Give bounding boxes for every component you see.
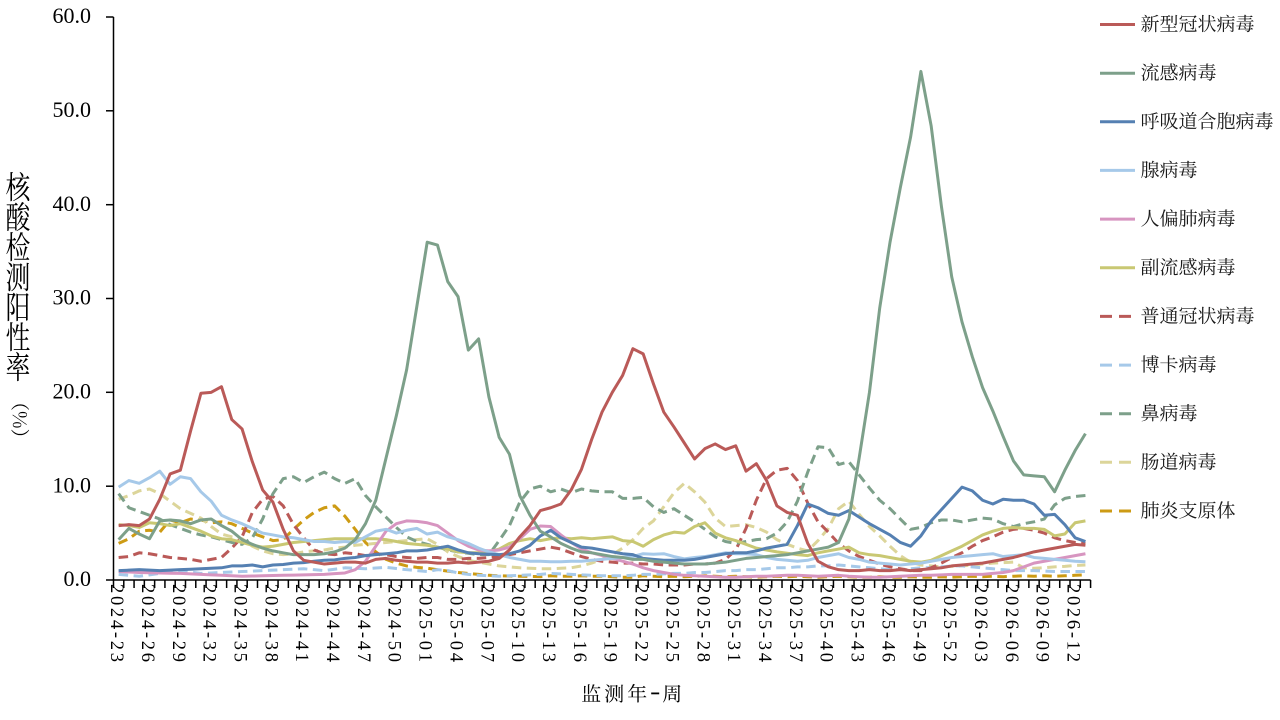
- svg-text:2024-47: 2024-47: [353, 584, 373, 662]
- svg-text:10.0: 10.0: [53, 472, 92, 497]
- svg-text:2024-29: 2024-29: [168, 584, 188, 662]
- svg-text:2025-04: 2025-04: [445, 584, 465, 662]
- svg-text:2025-40: 2025-40: [816, 584, 836, 662]
- svg-text:2024-23: 2024-23: [106, 584, 126, 662]
- svg-text:2026-03: 2026-03: [970, 584, 990, 662]
- svg-text:60.0: 60.0: [53, 3, 92, 28]
- svg-text:2025-37: 2025-37: [785, 584, 805, 662]
- svg-text:2024-38: 2024-38: [260, 584, 280, 662]
- svg-text:2025-46: 2025-46: [877, 584, 897, 662]
- svg-text:2025-19: 2025-19: [600, 584, 620, 662]
- svg-text:20.0: 20.0: [53, 379, 92, 404]
- svg-text:30.0: 30.0: [53, 285, 92, 310]
- svg-text:2026-12: 2026-12: [1063, 584, 1083, 662]
- svg-text:2025-43: 2025-43: [847, 584, 867, 662]
- svg-text:2025-49: 2025-49: [908, 584, 928, 662]
- svg-text:2024-26: 2024-26: [137, 584, 157, 662]
- svg-text:2025-28: 2025-28: [692, 584, 712, 662]
- svg-text:2024-41: 2024-41: [291, 584, 311, 662]
- svg-text:2026-06: 2026-06: [1001, 584, 1021, 662]
- svg-text:2025-22: 2025-22: [631, 584, 651, 662]
- svg-text:40.0: 40.0: [53, 191, 92, 216]
- svg-text:2026-09: 2026-09: [1032, 584, 1052, 662]
- svg-text:2024-44: 2024-44: [322, 584, 342, 662]
- svg-text:2025-25: 2025-25: [661, 584, 681, 662]
- svg-text:0.0: 0.0: [64, 566, 92, 591]
- svg-text:2025-31: 2025-31: [723, 584, 743, 662]
- svg-text:2025-52: 2025-52: [939, 584, 959, 662]
- svg-text:2025-13: 2025-13: [538, 584, 558, 662]
- svg-text:2025-34: 2025-34: [754, 584, 774, 662]
- svg-text:2024-32: 2024-32: [199, 584, 219, 662]
- svg-text:2025-16: 2025-16: [569, 584, 589, 662]
- svg-text:2025-10: 2025-10: [507, 584, 527, 662]
- svg-text:50.0: 50.0: [53, 97, 92, 122]
- svg-text:2024-35: 2024-35: [229, 584, 249, 662]
- svg-text:2024-50: 2024-50: [384, 584, 404, 662]
- svg-text:2025-07: 2025-07: [476, 584, 496, 662]
- svg-text:2025-01: 2025-01: [415, 584, 435, 662]
